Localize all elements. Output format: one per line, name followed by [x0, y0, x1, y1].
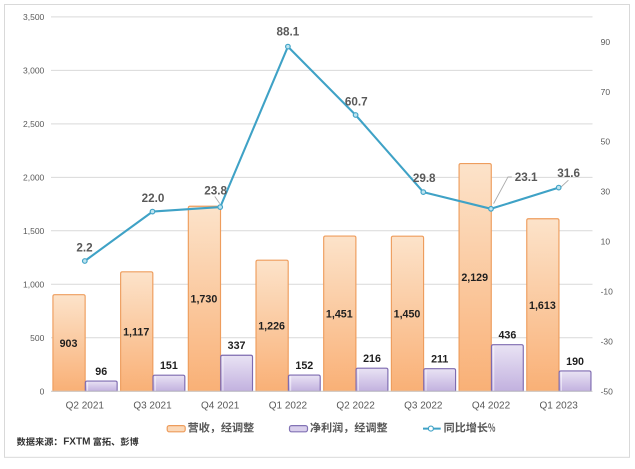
- svg-text:22.0: 22.0: [142, 192, 165, 205]
- svg-text:23.1: 23.1: [515, 171, 538, 184]
- svg-text:Q2 2021: Q2 2021: [66, 401, 105, 412]
- svg-text:216: 216: [363, 353, 381, 365]
- svg-text:Q1 2023: Q1 2023: [540, 401, 579, 412]
- svg-text:FXTM: FXTM: [63, 437, 90, 448]
- svg-text:211: 211: [431, 354, 448, 366]
- svg-text:1,117: 1,117: [123, 326, 149, 338]
- svg-text:Q2 2022: Q2 2022: [336, 401, 375, 412]
- svg-text:152: 152: [295, 360, 313, 372]
- svg-text:-50: -50: [601, 386, 614, 396]
- svg-text:-30: -30: [601, 336, 614, 346]
- svg-text:0: 0: [40, 386, 45, 396]
- svg-text:903: 903: [60, 338, 78, 350]
- svg-text:90: 90: [601, 37, 611, 47]
- svg-text:2,000: 2,000: [23, 172, 45, 182]
- svg-text:60.7: 60.7: [345, 95, 368, 108]
- svg-text:1,500: 1,500: [23, 226, 45, 236]
- svg-text:1,451: 1,451: [326, 309, 353, 321]
- svg-text:2,129: 2,129: [461, 272, 488, 284]
- svg-text:70: 70: [601, 87, 611, 97]
- svg-text:30: 30: [601, 187, 611, 197]
- svg-text:31.6: 31.6: [557, 167, 580, 180]
- svg-text:23.8: 23.8: [204, 184, 227, 197]
- svg-text:Q3 2022: Q3 2022: [404, 401, 443, 412]
- svg-text:337: 337: [228, 340, 246, 352]
- svg-text:3,500: 3,500: [23, 12, 45, 22]
- svg-text:2,500: 2,500: [23, 119, 45, 129]
- svg-text:2.2: 2.2: [76, 241, 93, 254]
- svg-text:1,613: 1,613: [529, 300, 556, 312]
- svg-text:96: 96: [95, 366, 107, 378]
- svg-text:1,450: 1,450: [394, 309, 421, 321]
- svg-text:1,730: 1,730: [191, 294, 218, 306]
- svg-text:500: 500: [30, 333, 44, 343]
- svg-text:Q4 2021: Q4 2021: [201, 401, 240, 412]
- svg-text:436: 436: [498, 330, 516, 342]
- svg-text:29.8: 29.8: [413, 172, 436, 185]
- svg-text:1,000: 1,000: [23, 279, 45, 289]
- svg-text:3,000: 3,000: [23, 65, 45, 75]
- svg-text:-10: -10: [601, 287, 614, 297]
- svg-text:10: 10: [601, 237, 611, 247]
- svg-text:Q3 2021: Q3 2021: [133, 401, 172, 412]
- svg-text:Q1 2022: Q1 2022: [269, 401, 308, 412]
- svg-text:50: 50: [601, 137, 611, 147]
- svg-text:88.1: 88.1: [277, 25, 300, 38]
- svg-text:190: 190: [566, 356, 584, 368]
- svg-text:151: 151: [160, 360, 178, 372]
- svg-text:1,226: 1,226: [258, 321, 285, 333]
- svg-text:Q4 2022: Q4 2022: [472, 401, 511, 412]
